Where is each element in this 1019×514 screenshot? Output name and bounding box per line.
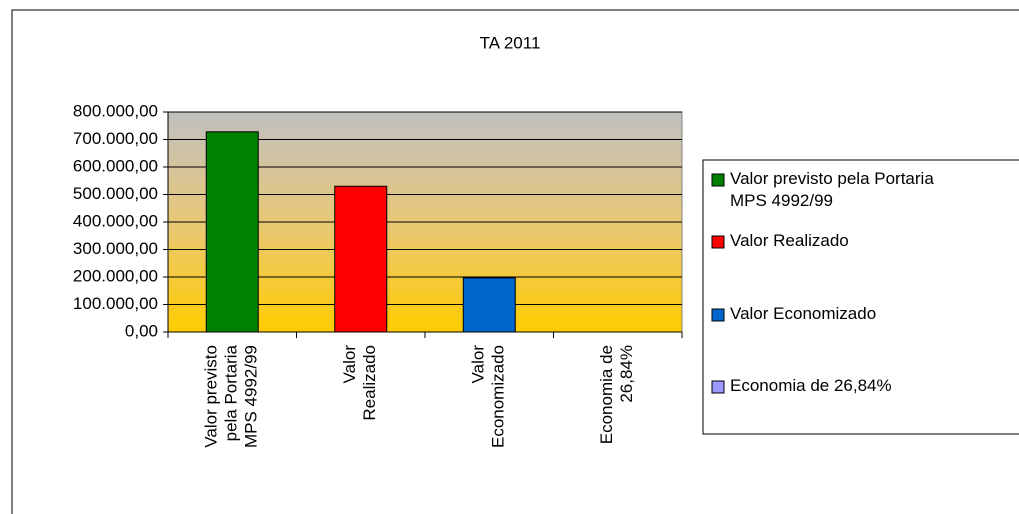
y-tick-label: 700.000,00 [73,129,158,148]
y-tick-label: 600.000,00 [73,156,158,175]
x-tick-label: ValorEconomizado [469,345,508,448]
x-tick-label: ValorRealizado [340,345,379,421]
chart-title: TA 2011 [480,33,541,52]
legend-label: Economia de 26,84% [730,376,892,395]
x-tick-label: Valor previstopela PortariaMPS 4992/99 [202,344,261,448]
y-tick-label: 300.000,00 [73,239,158,258]
bar [462,277,516,333]
legend-label: Valor Realizado [730,231,849,250]
bar [334,185,388,333]
bar [205,131,259,333]
y-tick-label: 0,00 [125,321,158,340]
y-tick-label: 800.000,00 [73,101,158,120]
legend-swatch [711,308,725,322]
y-tick-label: 200.000,00 [73,266,158,285]
y-tick-label: 400.000,00 [73,211,158,230]
y-tick-label: 500.000,00 [73,184,158,203]
legend-label: Valor Economizado [730,304,876,323]
y-tick-label: 100.000,00 [73,294,158,313]
legend-swatch [711,173,725,187]
legend-swatch [711,380,725,394]
legend-swatch [711,235,725,249]
legend-label: Valor previsto pela Portaria MPS 4992/99 [730,169,934,210]
legend-box [702,159,1019,435]
x-tick-label: Economia de26,84% [597,345,636,444]
